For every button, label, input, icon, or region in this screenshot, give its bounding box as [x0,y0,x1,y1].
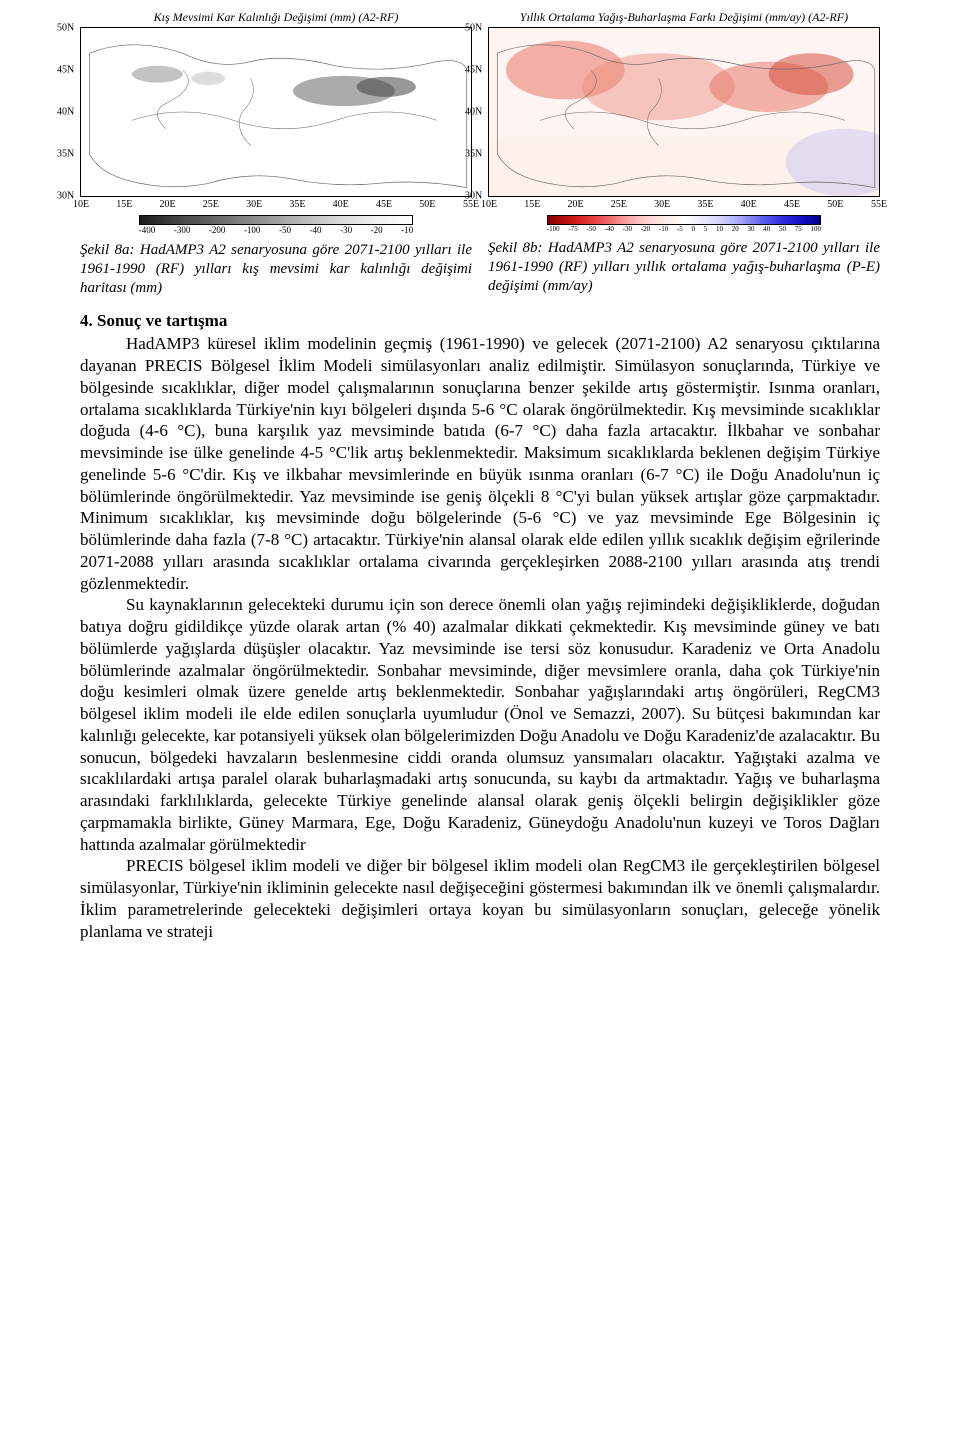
cb-tick: -10 [659,225,668,233]
cb-tick: 20 [732,225,739,233]
cb-tick: -400 [139,225,156,235]
figure-right-caption: Şekil 8b: HadAMP3 A2 senaryosuna göre 20… [488,239,880,295]
xtick: 25E [203,199,219,210]
xtick: 40E [333,199,349,210]
xtick: 30E [246,199,262,210]
cb-tick: -10 [401,225,413,235]
cb-tick: -50 [279,225,291,235]
para-3: PRECIS bölgesel iklim modeli ve diğer bi… [80,855,880,942]
cb-tick: -200 [209,225,226,235]
xtick: 20E [568,199,584,210]
colorbar-left-bar [139,215,413,225]
colorbar-right-bar [547,215,821,225]
cb-tick: 0 [692,225,696,233]
cb-tick: -40 [605,225,614,233]
para-2: Su kaynaklarının gelecekteki durumu için… [80,594,880,855]
ytick: 30N [57,191,74,202]
cb-tick: -40 [310,225,322,235]
figure-left-map: 50N 45N 40N 35N 30N 10E 15E 20E 25E 30E … [80,27,472,197]
cb-tick: -100 [547,225,560,233]
colorbar-left: -400 -300 -200 -100 -50 -40 -30 -20 -10 [80,215,472,235]
xtick: 45E [784,199,800,210]
cb-tick: 30 [748,225,755,233]
xtick: 40E [741,199,757,210]
cb-tick: -30 [623,225,632,233]
xtick: 25E [611,199,627,210]
ytick: 40N [57,107,74,118]
cb-tick: 50 [779,225,786,233]
figures-row: Kış Mevsimi Kar Kalınlığı Değişimi (mm) … [80,10,880,297]
cb-tick: -20 [641,225,650,233]
xtick: 10E [481,199,497,210]
xtick: 35E [289,199,305,210]
ytick: 40N [465,107,482,118]
figure-left-caption: Şekil 8a: HadAMP3 A2 senaryosuna göre 20… [80,241,472,297]
xtick: 35E [697,199,713,210]
map-right-svg [489,28,879,196]
cb-tick: -5 [677,225,683,233]
ytick: 45N [465,65,482,76]
xtick: 50E [827,199,843,210]
figure-left-title: Kış Mevsimi Kar Kalınlığı Değişimi (mm) … [80,10,472,25]
cb-tick: -75 [568,225,577,233]
xtick: 55E [871,199,887,210]
cb-tick: 5 [704,225,708,233]
cb-tick: -50 [586,225,595,233]
xtick: 15E [116,199,132,210]
xtick: 10E [73,199,89,210]
figure-right: Yıllık Ortalama Yağış-Buharlaşma Farkı D… [488,10,880,297]
ytick: 35N [57,149,74,160]
xtick: 20E [160,199,176,210]
xtick: 15E [524,199,540,210]
ytick: 50N [465,23,482,34]
cb-tick: -300 [174,225,191,235]
map-left-svg [81,28,471,196]
xtick: 30E [654,199,670,210]
cb-tick: 75 [795,225,802,233]
cb-tick: -100 [244,225,261,235]
ytick: 35N [465,149,482,160]
cb-tick: -30 [340,225,352,235]
section-heading: 4. Sonuç ve tartışma [80,311,880,331]
xtick: 50E [419,199,435,210]
figure-right-map: 50N 45N 40N 35N 30N 10E 15E 20E 25E 30E … [488,27,880,197]
cb-tick: 40 [763,225,770,233]
figure-right-title: Yıllık Ortalama Yağış-Buharlaşma Farkı D… [488,10,880,25]
colorbar-right: -100 -75 -50 -40 -30 -20 -10 -5 0 5 10 2… [488,215,880,233]
figure-left: Kış Mevsimi Kar Kalınlığı Değişimi (mm) … [80,10,472,297]
ytick: 45N [57,65,74,76]
ytick: 50N [57,23,74,34]
colorbar-right-ticks: -100 -75 -50 -40 -30 -20 -10 -5 0 5 10 2… [547,225,821,233]
para-1: HadAMP3 küresel iklim modelinin geçmiş (… [80,333,880,594]
cb-tick: -20 [371,225,383,235]
colorbar-left-ticks: -400 -300 -200 -100 -50 -40 -30 -20 -10 [139,225,413,235]
cb-tick: 100 [811,225,822,233]
ytick: 30N [465,191,482,202]
xtick: 45E [376,199,392,210]
cb-tick: 10 [716,225,723,233]
